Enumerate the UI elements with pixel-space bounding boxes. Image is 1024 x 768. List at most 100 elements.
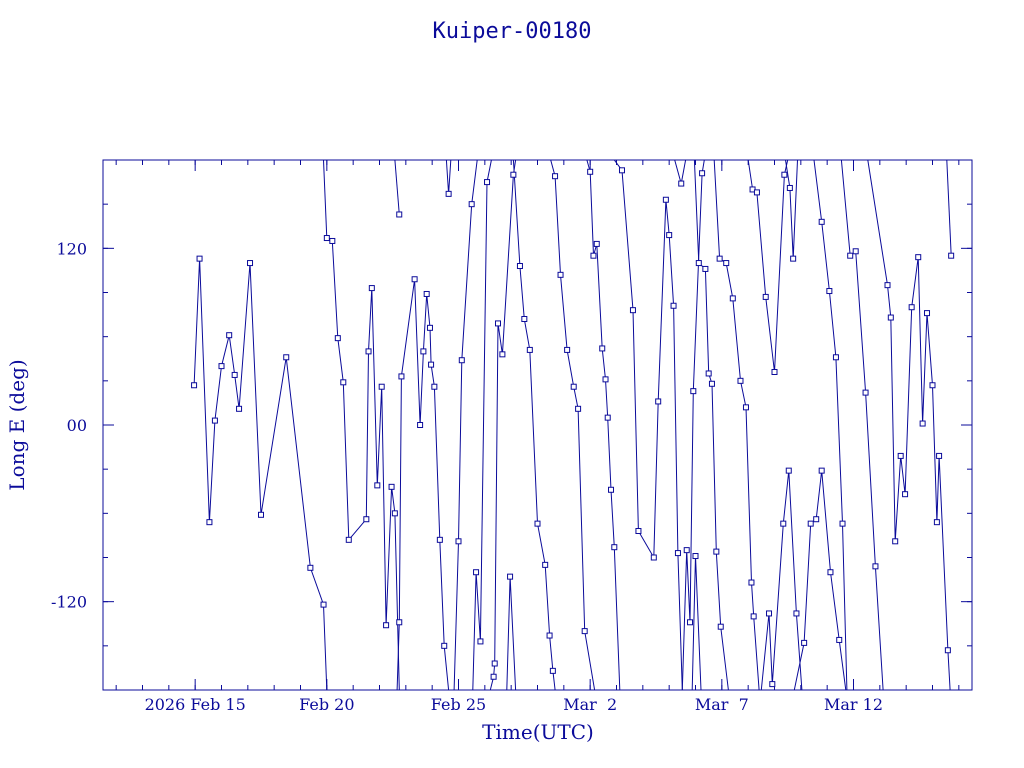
series-line: [394, 160, 400, 215]
data-point: [484, 179, 491, 186]
data-point: [334, 335, 341, 342]
data-point: [801, 639, 808, 646]
axis-tick-labels: 2026 Feb 15 Feb 20 Feb 25 Mar 2 Mar 7 Mar 12 1…: [51, 239, 883, 714]
data-point: [218, 363, 225, 370]
data-point: [396, 211, 403, 218]
data-point: [635, 528, 642, 534]
data-point: [247, 260, 254, 267]
x-tick-label: Feb 25: [431, 695, 486, 714]
data-point: [398, 373, 405, 380]
data-point: [426, 324, 433, 331]
data-point: [872, 563, 879, 570]
series-line: [793, 470, 847, 690]
data-point: [944, 647, 951, 654]
data-point: [742, 404, 749, 411]
data-point: [826, 288, 833, 295]
series-lines: [193, 160, 952, 690]
data-point: [655, 398, 662, 405]
data-point: [542, 561, 549, 568]
data-point: [753, 189, 760, 196]
data-point: [723, 260, 730, 267]
data-point: [491, 660, 498, 667]
data-point: [769, 681, 776, 688]
data-point: [428, 361, 435, 368]
data-point: [936, 452, 943, 459]
data-point: [771, 369, 778, 375]
data-point: [618, 167, 625, 174]
data-point: [431, 383, 438, 390]
data-point: [748, 579, 755, 586]
data-point: [902, 491, 909, 498]
data-point: [683, 547, 690, 554]
data-point: [570, 383, 577, 390]
x-tick-label: Mar 2: [563, 695, 617, 714]
data-point: [441, 642, 448, 649]
y-tick-label: -120: [51, 593, 87, 612]
data-point: [847, 252, 854, 259]
data-point: [552, 173, 559, 180]
data-point: [690, 388, 697, 395]
data-point: [839, 520, 846, 527]
y-axis-title: Long E (deg): [5, 359, 29, 490]
data-point: [629, 307, 636, 314]
x-axis-title: Time(UTC): [482, 720, 594, 744]
series-line: [550, 160, 596, 690]
data-point: [948, 252, 955, 259]
data-point: [423, 290, 430, 297]
series-line: [472, 160, 492, 690]
series-line: [445, 160, 452, 194]
series-line: [946, 160, 952, 256]
data-point: [417, 422, 424, 428]
data-point: [887, 314, 894, 321]
series-line: [785, 160, 798, 259]
y-tick-label: 120: [56, 239, 87, 258]
data-point: [915, 254, 922, 261]
data-point: [750, 613, 757, 620]
data-point: [729, 295, 736, 302]
data-point: [836, 636, 843, 643]
data-point: [892, 538, 899, 545]
series-line: [193, 258, 328, 690]
data-point: [473, 569, 480, 576]
data-point: [608, 486, 615, 493]
data-point: [521, 316, 528, 322]
data-point: [708, 380, 715, 387]
data-point: [445, 190, 452, 197]
x-tick-label: 2026 Feb 15: [145, 695, 246, 714]
data-point: [436, 536, 443, 543]
data-point: [340, 379, 347, 386]
data-point: [813, 516, 820, 523]
data-point: [365, 348, 372, 355]
data-point: [507, 573, 514, 580]
data-point: [780, 520, 787, 527]
series-line: [674, 160, 687, 184]
data-point: [933, 519, 940, 526]
data-point: [785, 467, 792, 474]
data-point: [526, 346, 533, 353]
data-point: [411, 276, 418, 283]
data-point: [283, 354, 290, 361]
data-point: [762, 293, 769, 300]
x-tick-label: Feb 20: [299, 695, 354, 714]
data-point: [499, 351, 506, 358]
y-tick-label: 00: [67, 416, 87, 435]
series-line: [506, 576, 517, 690]
data-point: [368, 285, 375, 292]
series-line: [813, 160, 848, 690]
data-point: [717, 623, 724, 630]
data-point: [702, 265, 709, 272]
x-tick-label: Mar 12: [824, 695, 883, 714]
data-point: [236, 405, 243, 412]
series-line: [713, 160, 760, 690]
data-point: [678, 180, 685, 187]
data-point: [307, 564, 314, 571]
data-point: [705, 370, 712, 377]
data-point: [590, 252, 597, 259]
data-point: [687, 619, 694, 626]
data-point: [211, 417, 218, 424]
x-tick-label: Mar 7: [695, 695, 749, 714]
data-point: [495, 320, 501, 327]
data-point: [602, 376, 609, 383]
data-point: [852, 248, 859, 255]
